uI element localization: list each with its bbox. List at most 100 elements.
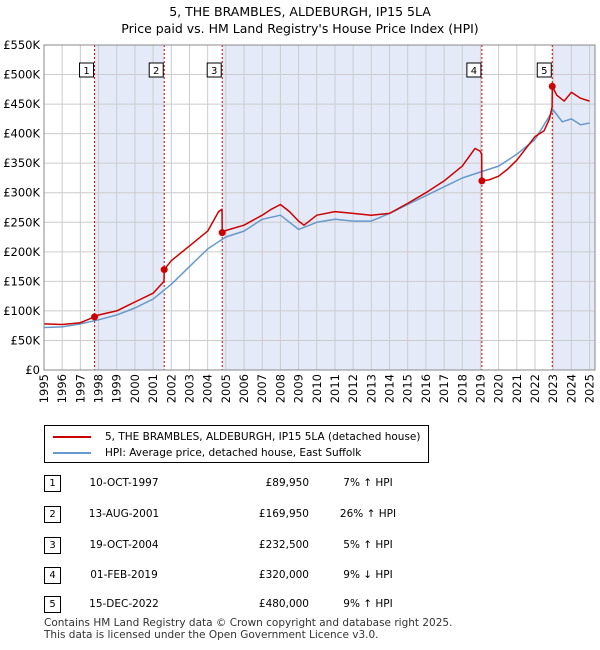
x-tick-label: 2022 xyxy=(528,374,542,403)
transaction-date: 10-OCT-1997 xyxy=(89,477,159,489)
legend-label-hpi: HPI: Average price, detached house, East… xyxy=(105,447,362,459)
property-price-line xyxy=(43,85,590,326)
transaction-date: 19-OCT-2004 xyxy=(89,539,159,551)
transaction-price: £480,000 xyxy=(258,598,309,610)
transaction-price: £89,950 xyxy=(265,477,309,489)
x-tick-label: 2016 xyxy=(419,374,433,403)
x-tick-label: 2010 xyxy=(310,374,324,403)
sale-label: 4 xyxy=(471,66,477,77)
x-tick-label: 1998 xyxy=(92,374,106,403)
sale-point xyxy=(91,313,99,321)
y-tick-label: £300K xyxy=(3,186,40,200)
sale-label-box xyxy=(466,62,482,78)
y-tick-label: £150K xyxy=(3,274,40,288)
price-chart: 1 2 3 4 5 £0 £50K £100K £150K £200K £250K £300K £350… xyxy=(3,38,597,403)
x-tick-label: 2011 xyxy=(328,374,342,403)
sale-point xyxy=(218,229,226,237)
x-tick-label: 2004 xyxy=(201,374,215,403)
transaction-number: 4 xyxy=(44,567,61,584)
x-tick-label: 2019 xyxy=(473,374,487,403)
y-tick-label: £500K xyxy=(3,68,40,82)
sale-label-box xyxy=(79,62,95,78)
y-tick-label: £450K xyxy=(3,97,40,111)
sale-point xyxy=(160,266,168,274)
plot-border xyxy=(43,44,596,371)
x-tick-label: 2006 xyxy=(237,374,251,403)
transaction-date: 01-FEB-2019 xyxy=(90,569,158,581)
y-tick-label: £200K xyxy=(3,245,40,259)
x-tick-label: 2013 xyxy=(364,374,378,403)
x-tick-label: 2005 xyxy=(219,374,233,403)
x-tick-label: 2009 xyxy=(292,374,306,403)
y-tick-label: £50K xyxy=(11,333,41,347)
x-tick-label: 2015 xyxy=(401,374,415,403)
transaction-price: £320,000 xyxy=(258,569,309,581)
transaction-price: £169,950 xyxy=(258,508,309,520)
ownership-shade xyxy=(222,45,482,370)
transaction-date: 15-DEC-2022 xyxy=(89,598,159,610)
footer-licence: This data is licensed under the Open Gov… xyxy=(44,629,379,641)
y-tick-label: £350K xyxy=(3,156,40,170)
x-tick-label: 2024 xyxy=(564,374,578,403)
x-tick-label: 2017 xyxy=(437,374,451,403)
x-tick-label: 2025 xyxy=(583,374,597,403)
transaction-number: 1 xyxy=(44,475,61,492)
x-tick-label: 2014 xyxy=(383,374,397,403)
sale-point xyxy=(548,82,556,90)
x-tick-label: 1999 xyxy=(110,374,124,403)
sale-label: 3 xyxy=(211,66,217,77)
x-tick-label: 2012 xyxy=(346,374,360,403)
sale-label: 2 xyxy=(153,66,159,77)
transaction-row: 4 01-FEB-2019 £320,000 9% ↓ HPI xyxy=(44,567,393,585)
x-tick-label: 1995 xyxy=(37,374,51,403)
transaction-row: 3 19-OCT-2004 £232,500 5% ↑ HPI xyxy=(44,537,393,555)
sale-point xyxy=(478,177,486,185)
x-tick-label: 1997 xyxy=(73,374,87,403)
transaction-row: 5 15-DEC-2022 £480,000 9% ↑ HPI xyxy=(44,596,393,614)
transaction-hpi: 5% ↑ HPI xyxy=(343,539,393,551)
transaction-number: 5 xyxy=(44,596,61,613)
sale-label-box xyxy=(148,62,164,78)
x-tick-label: 2003 xyxy=(182,374,196,403)
chart-subtitle: Price paid vs. HM Land Registry's House … xyxy=(121,21,479,36)
footer: Contains HM Land Registry data © Crown c… xyxy=(44,617,452,641)
y-tick-label: £550K xyxy=(3,38,40,52)
x-tick-label: 2021 xyxy=(510,374,524,403)
transaction-price: £232,500 xyxy=(258,539,309,551)
legend-swatch-hpi xyxy=(53,452,91,454)
ownership-shade xyxy=(94,45,165,370)
y-tick-label: £0 xyxy=(25,363,40,377)
hpi-line xyxy=(43,109,590,329)
ownership-shade xyxy=(552,45,595,370)
y-tick-label: £100K xyxy=(3,304,40,318)
x-tick-label: 2001 xyxy=(146,374,160,403)
transaction-number: 2 xyxy=(44,506,61,523)
transaction-hpi: 9% ↑ HPI xyxy=(343,598,393,610)
x-tick-label: 2018 xyxy=(455,374,469,403)
sale-label-box xyxy=(206,62,222,78)
x-tick-label: 2000 xyxy=(128,374,142,403)
legend-entry-hpi: HPI: Average price, detached house, East… xyxy=(53,445,361,461)
sale-label-box xyxy=(536,62,552,78)
transaction-hpi: 9% ↓ HPI xyxy=(343,569,393,581)
transaction-hpi: 26% ↑ HPI xyxy=(339,508,397,520)
chart-title: 5, THE BRAMBLES, ALDEBURGH, IP15 5LA xyxy=(169,4,431,19)
y-tick-label: £250K xyxy=(3,215,40,229)
legend-swatch-property xyxy=(53,436,91,438)
legend-entry-property: 5, THE BRAMBLES, ALDEBURGH, IP15 5LA (de… xyxy=(53,429,420,445)
x-tick-label: 2007 xyxy=(255,374,269,403)
legend: 5, THE BRAMBLES, ALDEBURGH, IP15 5LA (de… xyxy=(44,425,429,463)
x-tick-label: 2023 xyxy=(546,374,560,403)
x-tick-label: 2008 xyxy=(273,374,287,403)
x-tick-label: 2002 xyxy=(164,374,178,403)
transaction-row: 1 10-OCT-1997 £89,950 7% ↑ HPI xyxy=(44,475,393,493)
sale-label: 5 xyxy=(541,66,547,77)
transaction-row: 2 13-AUG-2001 £169,950 26% ↑ HPI xyxy=(44,506,396,524)
transaction-date: 13-AUG-2001 xyxy=(88,508,160,520)
footer-copyright: Contains HM Land Registry data © Crown c… xyxy=(44,617,453,629)
sale-label: 1 xyxy=(83,66,89,77)
x-tick-label: 1996 xyxy=(55,374,69,403)
transaction-hpi: 7% ↑ HPI xyxy=(343,477,393,489)
x-tick-label: 2020 xyxy=(492,374,506,403)
legend-label-property: 5, THE BRAMBLES, ALDEBURGH, IP15 5LA (de… xyxy=(105,431,421,443)
